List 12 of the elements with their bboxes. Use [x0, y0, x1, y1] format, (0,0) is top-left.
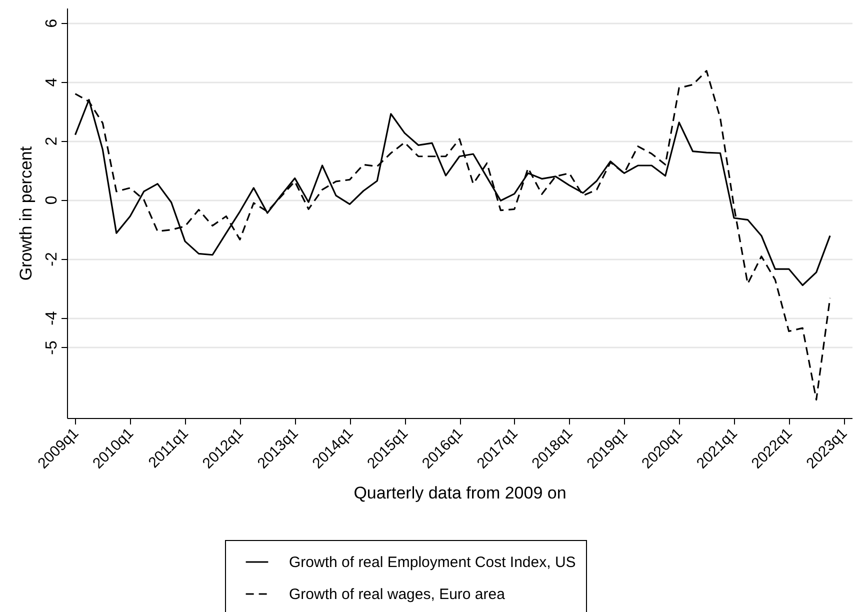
y-axis-title: Growth in percent [16, 146, 36, 281]
y-tick-label: -4 [44, 311, 60, 326]
y-tick-label: 6 [44, 18, 60, 28]
y-tick-label: 0 [44, 196, 60, 205]
legend-label: Growth of real wages, Euro area [289, 586, 506, 603]
y-tick-label: -5 [44, 340, 60, 355]
line-series [74, 70, 831, 401]
y-tick-label: 4 [44, 78, 60, 87]
y-tick-label: -2 [44, 252, 60, 266]
legend-label: Growth of real Employment Cost Index, US [289, 554, 576, 571]
y-tick-label: 2 [44, 136, 60, 146]
x-axis-title: Quarterly data from 2009 on [354, 484, 566, 503]
